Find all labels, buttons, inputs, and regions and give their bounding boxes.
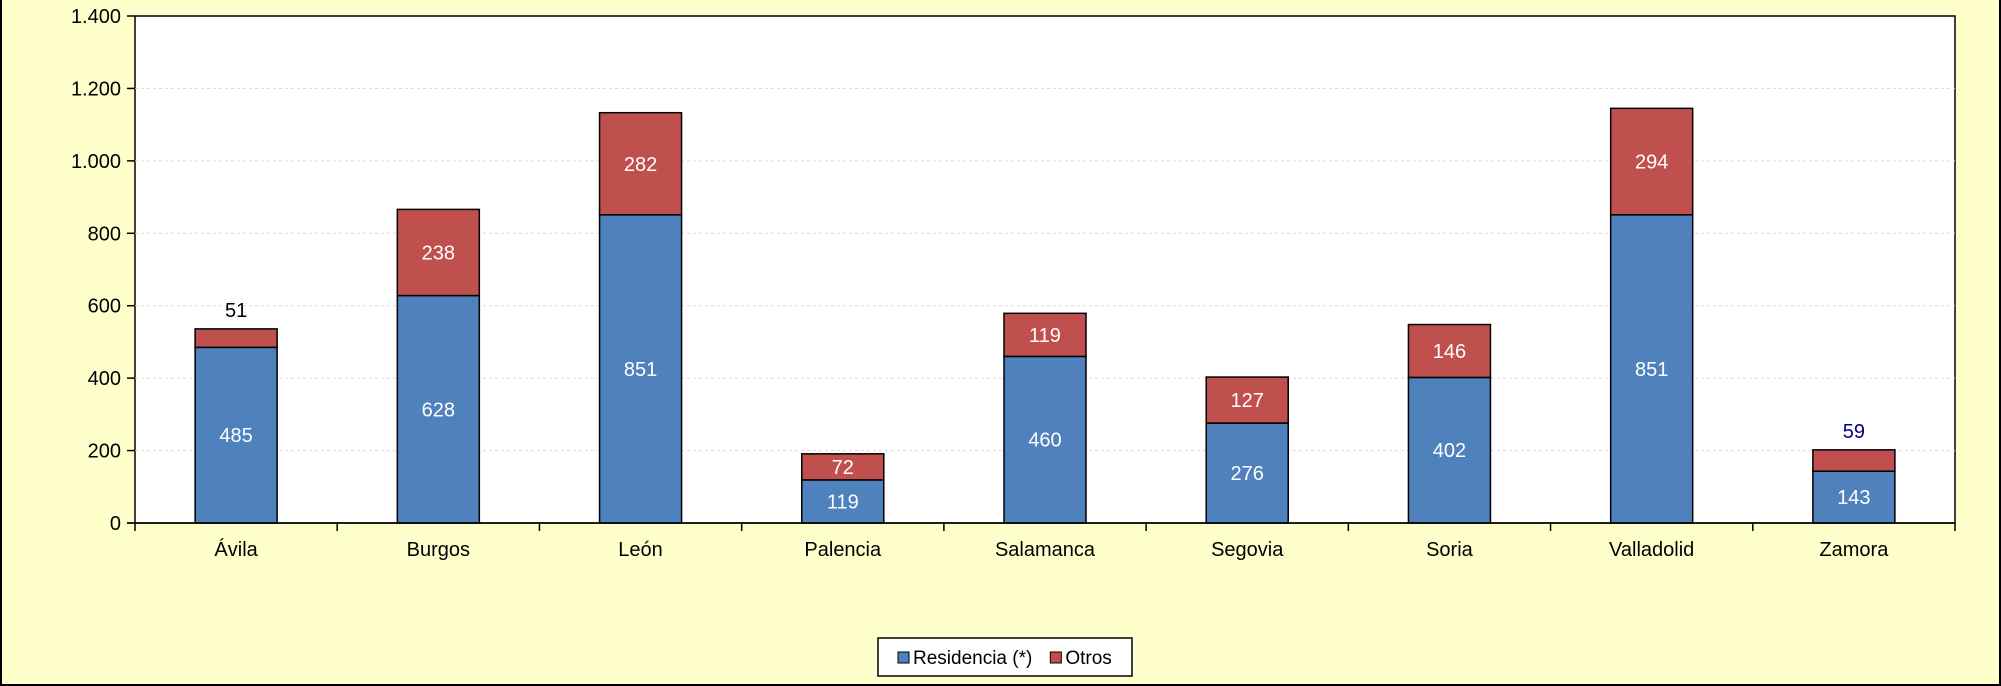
legend-swatch: [1049, 651, 1062, 664]
data-label-residencia: 143: [1837, 487, 1870, 509]
x-tick-label: Segovia: [1211, 539, 1284, 561]
legend-label: Otros: [1065, 648, 1111, 669]
axes: 0 200 400 600 800 1.000 1.200 1.400 Ávila Burgos L…: [71, 6, 1956, 561]
y-tick-label: 1.400: [71, 6, 121, 28]
bar-residencia: [396, 294, 481, 524]
legend-swatch: [897, 651, 910, 664]
data-label-residencia: 485: [219, 425, 252, 447]
bar-residencia: [194, 346, 278, 524]
data-label-residencia: 119: [827, 491, 859, 513]
x-tick-label: Palencia: [804, 539, 882, 561]
bar-otros: [1205, 376, 1289, 424]
bar-residencia: [1609, 214, 1694, 524]
legend: Residencia (*) Otros: [877, 637, 1133, 677]
x-tick-label: Valladolid: [1609, 539, 1694, 561]
bar-residencia: [1407, 376, 1492, 524]
bar-otros: [801, 453, 885, 481]
y-tick-label: 0: [110, 513, 121, 535]
y-tick-label: 200: [88, 441, 121, 463]
data-label-residencia: 460: [1028, 430, 1061, 452]
legend-box: [877, 637, 1133, 677]
bar-otros: [1609, 107, 1694, 216]
bar-otros: [1812, 449, 1896, 472]
bar-residencia: [598, 214, 683, 524]
bars: 485 51 628 238 851 282 119 72 460 119 276 127 402 146…: [194, 107, 1896, 524]
bar-residencia: [801, 479, 885, 524]
x-tick-label: León: [618, 539, 663, 561]
data-label-otros: 146: [1433, 341, 1466, 363]
data-label-otros: 51: [225, 300, 247, 322]
data-label-otros: 282: [624, 154, 657, 176]
data-label-otros: 72: [832, 457, 854, 479]
data-label-residencia: 851: [1635, 359, 1668, 381]
data-label-otros: 238: [422, 242, 455, 264]
x-tick-label: Burgos: [407, 539, 470, 561]
y-tick-label: 400: [88, 368, 121, 390]
data-label-residencia: 628: [422, 399, 455, 421]
y-tick-label: 600: [88, 296, 121, 318]
data-label-otros: 294: [1635, 152, 1668, 174]
y-tick-label: 1.000: [71, 151, 121, 173]
legend-label: Residencia (*): [913, 648, 1032, 669]
bar-otros: [1003, 312, 1087, 358]
data-label-otros: 127: [1231, 390, 1264, 412]
data-label-residencia: 851: [624, 359, 657, 381]
data-label-residencia: 276: [1231, 463, 1264, 485]
x-tick-label: Zamora: [1819, 539, 1889, 561]
y-tick-label: 800: [88, 223, 121, 245]
bar-otros: [396, 208, 481, 297]
x-tick-label: Salamanca: [995, 539, 1096, 561]
x-tick-label: Ávila: [214, 538, 258, 561]
bar-otros: [598, 111, 683, 216]
y-tick-label: 1.200: [71, 78, 121, 100]
data-label-otros: 59: [1843, 421, 1865, 443]
data-label-otros: 119: [1029, 325, 1061, 347]
bar-otros: [1407, 323, 1492, 379]
x-tick-label: Soria: [1426, 539, 1474, 561]
bar-otros: [194, 328, 278, 349]
bar-residencia: [1205, 422, 1289, 524]
data-label-residencia: 402: [1433, 440, 1466, 462]
bar-residencia: [1003, 355, 1087, 524]
